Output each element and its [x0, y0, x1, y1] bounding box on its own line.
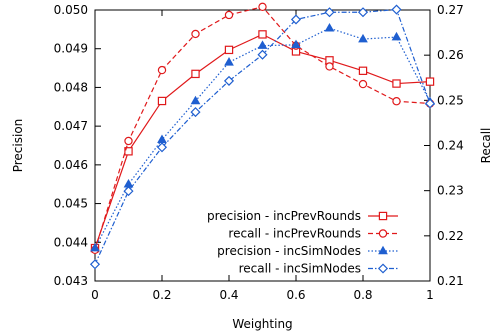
series-line	[94, 8, 431, 265]
data-point	[123, 186, 134, 197]
data-point	[290, 14, 302, 25]
data-point	[325, 62, 334, 71]
series-4	[89, 4, 436, 270]
data-point	[392, 97, 401, 106]
y-right-tick-label: 0.24	[437, 139, 464, 153]
legend-label: recall - incSimNodes	[239, 262, 361, 276]
y-right-tick-label: 0.21	[437, 274, 464, 288]
y-left-tick-label: 0.050	[54, 3, 88, 17]
x-axis-title: Weighting	[232, 317, 292, 331]
x-tick-label: 0.8	[353, 288, 372, 302]
data-point	[258, 2, 267, 12]
data-point	[124, 136, 133, 146]
data-point	[123, 179, 134, 188]
y-right-tick-label: 0.22	[437, 229, 464, 243]
y-left-tick-label: 0.043	[54, 274, 88, 288]
legend-swatch-marker	[378, 229, 388, 238]
legend-item: recall - incPrevRounds	[228, 227, 398, 241]
data-point	[90, 242, 100, 252]
data-point	[258, 30, 267, 39]
data-point	[257, 49, 268, 60]
x-tick-label: 0.4	[219, 288, 238, 302]
data-point	[324, 22, 335, 32]
data-point	[424, 98, 436, 109]
data-point	[391, 31, 402, 41]
data-point	[392, 79, 401, 88]
y-right-tick-label: 0.23	[437, 184, 464, 198]
legend-swatch-marker	[377, 263, 389, 274]
data-point	[224, 57, 234, 66]
data-point	[257, 40, 268, 49]
data-point	[157, 96, 167, 106]
data-point	[224, 10, 234, 20]
x-tick-label: 0	[91, 288, 99, 302]
y-left-tick-label: 0.049	[54, 42, 88, 56]
x-tick-label: 1	[426, 288, 434, 302]
y-left-tick-label: 0.044	[54, 235, 88, 249]
legend-swatch-marker	[378, 211, 388, 221]
y-axis-right-title: Recall	[479, 128, 493, 164]
data-point	[156, 142, 168, 153]
data-point	[157, 65, 167, 75]
y-right-tick-label: 0.25	[437, 93, 464, 107]
legend-label: precision - incPrevRounds	[207, 209, 361, 223]
data-point	[89, 259, 101, 270]
data-point	[157, 134, 167, 143]
data-point	[190, 107, 201, 118]
y-right-tick-label: 0.27	[437, 3, 464, 17]
data-point	[191, 69, 200, 79]
y-left-tick-label: 0.045	[54, 197, 88, 211]
legend-swatch-marker	[378, 245, 388, 255]
y-axis-left-title: Precision	[11, 119, 25, 173]
data-point	[291, 39, 301, 49]
y-left-tick-label: 0.048	[54, 80, 88, 94]
data-point	[425, 77, 435, 86]
data-point	[357, 7, 369, 18]
data-point	[191, 29, 200, 39]
series-line	[94, 27, 431, 249]
legend: precision - incPrevRounds recall - incPre…	[207, 209, 398, 276]
legend-item: recall - incSimNodes	[239, 262, 398, 276]
y-left-tick-label: 0.046	[54, 158, 88, 172]
y-right-tick-label: 0.26	[437, 48, 464, 62]
legend-item: precision - incPrevRounds	[207, 209, 398, 223]
y-left-tick-label: 0.047	[54, 119, 88, 133]
data-point	[223, 75, 235, 86]
legend-label: recall - incPrevRounds	[228, 227, 361, 241]
data-point	[190, 95, 201, 105]
legend-label: precision - incSimNodes	[217, 244, 361, 258]
data-point	[391, 4, 402, 15]
data-point	[224, 45, 234, 55]
data-point	[358, 33, 368, 43]
x-tick-label: 0.6	[286, 288, 305, 302]
axes: 0 0.2 0.4 0.6 0.8 1 0.043 0.044 0.045 0.046 0.047 0…	[54, 3, 464, 302]
legend-item: precision - incSimNodes	[217, 244, 398, 258]
x-tick-label: 0.2	[152, 288, 171, 302]
data-point	[324, 7, 335, 18]
data-point	[358, 66, 368, 75]
data-point	[358, 79, 368, 89]
series-layer	[89, 2, 436, 270]
data-point	[124, 147, 133, 156]
